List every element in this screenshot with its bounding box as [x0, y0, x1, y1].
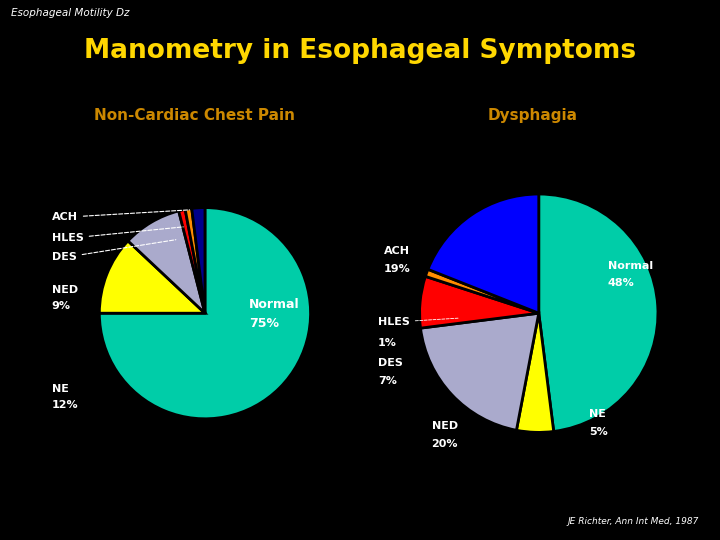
Wedge shape — [99, 241, 205, 313]
Text: 5%: 5% — [589, 427, 608, 437]
Text: DES: DES — [52, 240, 176, 262]
Text: 12%: 12% — [52, 400, 78, 410]
Text: NE: NE — [52, 384, 68, 394]
Text: NED: NED — [431, 421, 458, 431]
Text: NED: NED — [52, 285, 78, 295]
Text: Manometry in Esophageal Symptoms: Manometry in Esophageal Symptoms — [84, 38, 636, 64]
Wedge shape — [428, 194, 539, 313]
Text: HLES: HLES — [378, 317, 459, 327]
Text: 75%: 75% — [249, 318, 279, 330]
Text: JE Richter, Ann Int Med, 1987: JE Richter, Ann Int Med, 1987 — [567, 517, 698, 526]
Text: Normal: Normal — [249, 298, 300, 311]
Wedge shape — [185, 208, 205, 313]
Text: Non-Cardiac Chest Pain: Non-Cardiac Chest Pain — [94, 108, 295, 123]
Wedge shape — [516, 313, 554, 433]
Wedge shape — [192, 207, 205, 313]
Text: DES: DES — [378, 358, 402, 368]
Wedge shape — [426, 269, 539, 313]
Text: HLES: HLES — [52, 227, 183, 244]
Wedge shape — [179, 210, 205, 313]
Text: ACH: ACH — [52, 210, 189, 222]
Wedge shape — [99, 207, 310, 419]
Text: 20%: 20% — [431, 439, 458, 449]
Wedge shape — [539, 194, 658, 431]
Text: 19%: 19% — [384, 264, 410, 274]
Text: 7%: 7% — [378, 376, 397, 386]
Text: 48%: 48% — [608, 279, 634, 288]
Wedge shape — [128, 211, 205, 313]
Text: 9%: 9% — [52, 301, 71, 311]
Wedge shape — [420, 276, 539, 328]
Text: Esophageal Motility Dz: Esophageal Motility Dz — [11, 8, 130, 18]
Text: NE: NE — [589, 409, 606, 420]
Text: Normal: Normal — [608, 260, 653, 271]
Text: 1%: 1% — [378, 338, 397, 348]
Text: Dysphagia: Dysphagia — [488, 108, 577, 123]
Wedge shape — [420, 313, 539, 430]
Text: ACH: ACH — [384, 246, 410, 256]
